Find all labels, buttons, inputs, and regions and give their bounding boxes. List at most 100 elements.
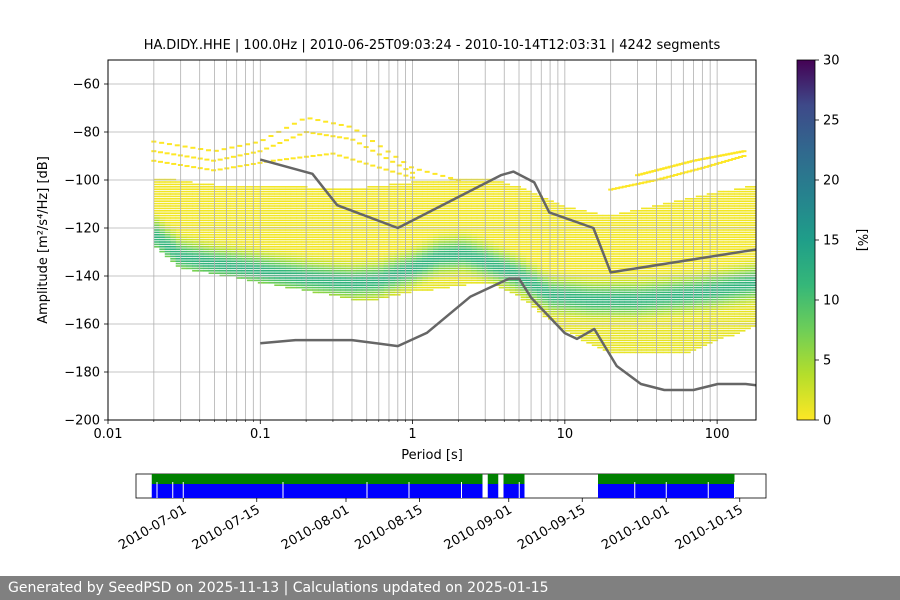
density-cell [301, 210, 308, 212]
density-cell [274, 277, 281, 279]
density-cell [372, 195, 379, 198]
density-cell [279, 229, 286, 231]
density-cell [268, 241, 275, 243]
density-cell [252, 272, 259, 274]
density-cell [405, 219, 412, 222]
density-cell [175, 200, 182, 202]
density-cell [547, 296, 554, 298]
density-cell [367, 188, 374, 190]
density-cell [657, 222, 664, 224]
density-cell [318, 246, 324, 248]
density-cell [531, 274, 538, 277]
density-cell [602, 224, 609, 226]
density-cell [350, 214, 357, 217]
density-cell [252, 274, 259, 277]
density-cell [153, 224, 160, 226]
density-cell [493, 262, 500, 265]
density-cell [487, 246, 494, 248]
density-cell [263, 202, 270, 205]
density-cell [465, 258, 472, 260]
density-cell [537, 219, 543, 222]
density-cell [252, 193, 259, 195]
density-cell [684, 282, 691, 284]
density-cell [460, 212, 467, 214]
density-cell [520, 207, 527, 210]
density-cell [651, 294, 658, 296]
density-cell [712, 195, 719, 198]
density-cell [706, 282, 713, 284]
density-cell [586, 279, 593, 282]
density-cell [657, 298, 664, 301]
density-cell [307, 238, 313, 241]
density-cell [531, 255, 538, 258]
density-cell [580, 248, 587, 250]
density-cell [356, 286, 363, 289]
density-cell [383, 286, 390, 289]
density-cell [235, 222, 242, 224]
density-cell [679, 277, 686, 279]
density-cell [515, 262, 522, 265]
density-cell [597, 224, 604, 226]
density-cell [153, 212, 160, 214]
density-cell [504, 253, 511, 255]
density-cell [520, 219, 527, 222]
density-cell [701, 298, 708, 301]
density-cell [170, 181, 177, 183]
density-cell [465, 262, 472, 265]
density-cell [553, 212, 560, 214]
density-cell [498, 258, 505, 260]
density-cell [323, 210, 330, 212]
density-cell [454, 236, 461, 238]
density-cell [285, 248, 292, 250]
density-cell [339, 294, 346, 296]
density-cell [591, 236, 598, 238]
density-cell [285, 243, 292, 246]
density-cell [531, 236, 538, 238]
density-cell [268, 277, 275, 279]
density-cell [263, 229, 270, 231]
density-cell [454, 214, 461, 217]
density-cell [263, 205, 270, 207]
density-cell [214, 188, 220, 190]
density-cell [433, 210, 439, 212]
density-cell [662, 286, 669, 289]
density-cell [509, 289, 516, 291]
density-cell [389, 253, 396, 255]
density-cell [635, 325, 642, 327]
density-cell [575, 301, 582, 303]
density-cell [717, 202, 724, 205]
density-cell [285, 186, 292, 188]
density-cell [558, 282, 565, 284]
density-cell [422, 205, 428, 207]
density-cell [405, 214, 412, 217]
density-cell [225, 212, 231, 214]
density-cell [208, 200, 215, 202]
density-cell [427, 248, 434, 250]
density-cell [246, 255, 253, 258]
density-cell [564, 250, 571, 253]
density-cell [285, 236, 292, 238]
density-cell [487, 238, 494, 241]
density-cell [487, 217, 494, 219]
density-cell [526, 248, 532, 250]
density-cell [339, 277, 346, 279]
density-cell [679, 200, 686, 202]
density-cell [520, 214, 527, 217]
density-cell [487, 277, 494, 279]
density-cell [252, 210, 259, 212]
density-cell [230, 274, 237, 277]
density-cell [613, 310, 620, 313]
density-cell [159, 195, 166, 198]
density-cell [471, 224, 478, 226]
density-cell [684, 330, 691, 332]
density-cell [329, 195, 335, 198]
density-cell [367, 210, 374, 212]
density-cell [460, 200, 467, 202]
density-cell [591, 282, 598, 284]
density-cell [706, 306, 713, 308]
density-cell [597, 236, 604, 238]
density-cell [411, 205, 417, 207]
density-cell [641, 207, 647, 210]
density-cell [597, 296, 604, 298]
density-cell [443, 236, 450, 238]
